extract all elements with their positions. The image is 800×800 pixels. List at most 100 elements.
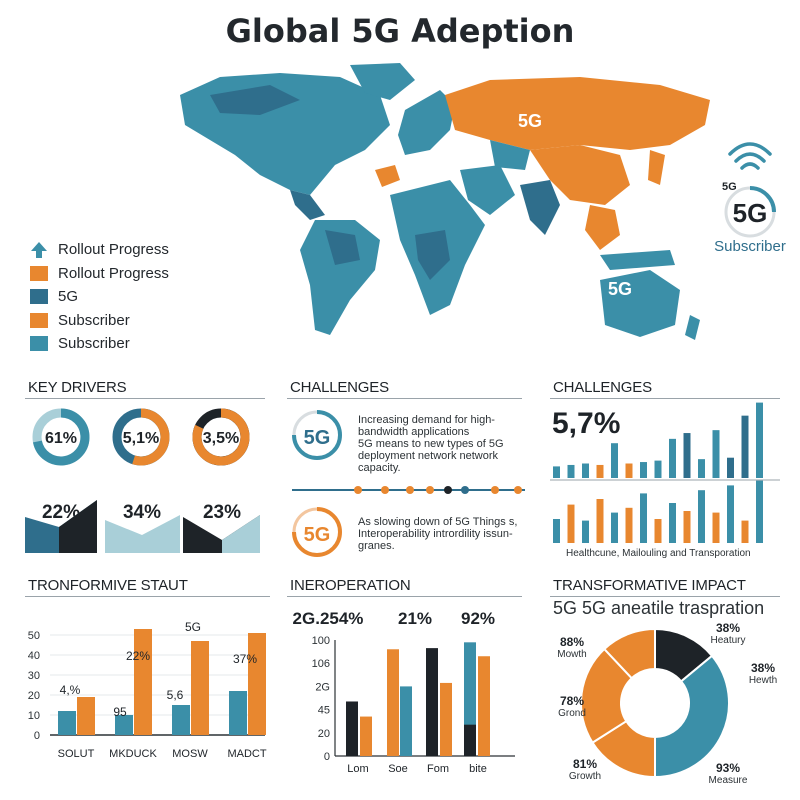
challenge-top-bar bbox=[698, 459, 705, 478]
challenge-badge-2: 5G bbox=[292, 507, 342, 557]
wifi-icon bbox=[728, 142, 772, 170]
legend-swatch bbox=[30, 289, 48, 305]
bar-annotation: 95 bbox=[113, 705, 127, 719]
map-region-canada-dark bbox=[210, 85, 300, 115]
donut-label-name: Heatury bbox=[710, 635, 745, 646]
legend-item-rollout-orange: Rollout Progress bbox=[30, 262, 169, 286]
challenges-value: 5,7% bbox=[552, 407, 621, 440]
challenge-bottom-bar bbox=[756, 480, 763, 543]
donut-label-name: Mowth bbox=[557, 649, 586, 660]
chart-bar bbox=[191, 641, 209, 735]
y-tick: 2G bbox=[315, 681, 330, 693]
map-region-new-zealand bbox=[685, 315, 700, 340]
donut-label-name: Grond bbox=[558, 708, 586, 719]
impact-subtitle: 5G 5G aneatile traspration bbox=[553, 598, 765, 618]
challenge-top-bar bbox=[712, 430, 720, 478]
driver-donut-label: 61% bbox=[45, 430, 77, 447]
map-region-japan bbox=[648, 150, 665, 185]
divider bbox=[287, 596, 522, 597]
bar-annotation: 5G bbox=[185, 620, 201, 634]
map-region-europe bbox=[398, 90, 455, 155]
driver-donut-arc bbox=[33, 408, 90, 466]
map-region-south-america bbox=[300, 220, 380, 335]
legend-label: 5G bbox=[58, 288, 79, 306]
interop-bar bbox=[440, 682, 452, 756]
challenges-bars bbox=[550, 402, 780, 543]
driver-shape-2 bbox=[105, 515, 180, 553]
x-tick: SOLUT bbox=[58, 748, 95, 760]
interop-bar bbox=[464, 724, 476, 756]
driver-percent-1: 22% bbox=[42, 502, 80, 523]
interop-bar bbox=[346, 701, 358, 756]
legend-item-5g: 5G bbox=[30, 285, 169, 309]
x-tick: MADCT bbox=[227, 748, 266, 760]
x-tick: Fom bbox=[427, 763, 449, 775]
chart-bar bbox=[134, 629, 152, 735]
divider bbox=[25, 596, 270, 597]
map-region-se-asia bbox=[585, 205, 620, 250]
impact-donut-chart: 38%Heatury38%Hewth93%Measure81%Growth78%… bbox=[557, 621, 777, 786]
challenge-bottom-bar bbox=[553, 519, 560, 543]
challenge-bottom-bar bbox=[640, 493, 647, 543]
driver-donut-label: 5,1% bbox=[123, 430, 159, 447]
map-region-central-america bbox=[290, 190, 325, 220]
challenge-top-bar bbox=[582, 463, 589, 478]
chart-bar bbox=[172, 705, 190, 735]
legend-item-subscriber-orange: Subscriber bbox=[30, 309, 169, 333]
donut-label-value: 81% bbox=[573, 757, 597, 771]
driver-shape-3b bbox=[222, 515, 260, 553]
interop-bar bbox=[400, 686, 412, 756]
map-region-spain bbox=[375, 165, 400, 187]
legend-label: Subscriber bbox=[58, 335, 130, 353]
challenge-top-bar bbox=[669, 438, 676, 478]
driver-percent-3: 23% bbox=[203, 502, 241, 523]
divider bbox=[550, 398, 780, 399]
interop-bar bbox=[360, 716, 372, 756]
donut-slice bbox=[602, 627, 656, 680]
map-region-indonesia bbox=[600, 250, 675, 270]
key-drivers-title: KEY DRIVERS bbox=[28, 379, 127, 396]
donut-slice bbox=[654, 654, 730, 779]
challenge-bottom-bar bbox=[567, 504, 575, 543]
challenge-badge-1: 5G bbox=[292, 410, 342, 460]
driver-donut-arc bbox=[132, 408, 170, 466]
svg-text:5G: 5G bbox=[304, 427, 331, 449]
badge-label: Subscriber bbox=[714, 238, 786, 255]
map-region-africa-dark bbox=[415, 230, 450, 280]
chart-bar bbox=[77, 697, 95, 735]
map-region-north-america bbox=[180, 73, 390, 195]
y-tick: 20 bbox=[318, 728, 330, 740]
challenges-caption: Healthcune, Mailouling and Transporation bbox=[566, 548, 751, 559]
donut-label-name: Measure bbox=[709, 775, 748, 786]
challenge-top-bar bbox=[611, 443, 618, 478]
svg-text:5G: 5G bbox=[304, 524, 331, 546]
y-tick: 20 bbox=[28, 690, 40, 702]
challenge-top-bar bbox=[756, 402, 763, 478]
donut-label-value: 38% bbox=[751, 661, 775, 675]
driver-donut-label: 3,5% bbox=[203, 430, 239, 447]
chart-bar bbox=[248, 633, 266, 735]
legend-label: Rollout Progress bbox=[58, 264, 169, 282]
page-title: Global 5G Adeption bbox=[225, 12, 575, 50]
bar-annotation: 4,% bbox=[60, 683, 81, 697]
y-tick: 50 bbox=[28, 630, 40, 642]
map-region-india bbox=[520, 180, 560, 235]
challenge-bottom-bar bbox=[683, 511, 691, 543]
interop-headline: 2G.254% bbox=[293, 609, 364, 628]
x-tick: MKDUCK bbox=[109, 748, 157, 760]
y-tick: 40 bbox=[28, 650, 40, 662]
challenge-top-bar bbox=[683, 433, 691, 478]
challenge-top-bar bbox=[741, 415, 749, 478]
challenge-top-bar bbox=[553, 466, 560, 478]
x-tick: Soe bbox=[388, 763, 408, 775]
interop-headline: 92% bbox=[461, 609, 495, 628]
challenge-top-bar bbox=[625, 463, 633, 478]
bar-annotation: 37% bbox=[233, 652, 257, 666]
challenge-top-bar bbox=[654, 460, 662, 478]
impact-title: TRANSFORMATIVE IMPACT bbox=[553, 577, 746, 594]
y-tick: 0 bbox=[324, 751, 330, 763]
map-region-russia bbox=[445, 77, 710, 150]
challenge-bottom-bar bbox=[582, 520, 589, 543]
challenge-bottom-bar bbox=[712, 512, 720, 543]
map-region-greenland bbox=[350, 63, 415, 100]
